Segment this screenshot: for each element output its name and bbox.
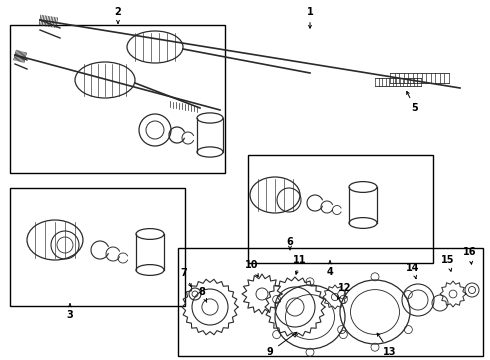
Text: 10: 10: [245, 260, 259, 276]
Text: 9: 9: [267, 332, 297, 357]
Text: 7: 7: [181, 268, 191, 287]
Text: 5: 5: [407, 91, 418, 113]
Text: 1: 1: [307, 7, 314, 28]
Text: 11: 11: [293, 255, 307, 274]
Text: 15: 15: [441, 255, 455, 271]
Bar: [248, 155, 433, 263]
Text: 2: 2: [115, 7, 122, 23]
Text: 14: 14: [406, 263, 420, 279]
Text: 16: 16: [463, 247, 477, 264]
Text: 12: 12: [338, 283, 352, 299]
Text: 3: 3: [67, 304, 74, 320]
Text: 8: 8: [198, 287, 207, 302]
Bar: [178, 248, 483, 356]
Text: 6: 6: [287, 237, 294, 250]
Text: 4: 4: [327, 261, 333, 277]
Text: 13: 13: [377, 333, 397, 357]
Bar: [10, 188, 185, 306]
Bar: [10, 25, 225, 173]
